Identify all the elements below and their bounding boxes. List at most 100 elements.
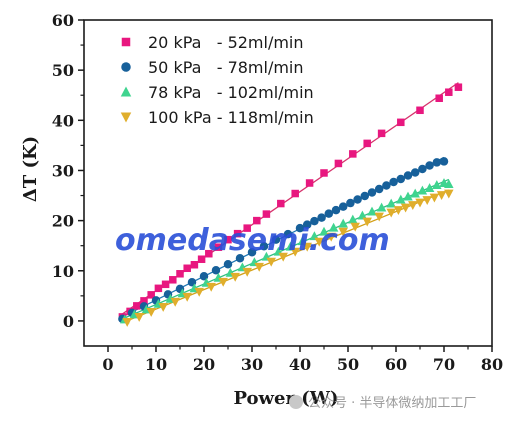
data-point (403, 191, 413, 201)
y-tick-label: 20 (52, 212, 74, 231)
data-point (400, 203, 411, 213)
data-point (386, 208, 396, 218)
data-point (253, 216, 261, 225)
data-point (338, 227, 348, 237)
data-point (182, 292, 192, 302)
legend-label-series-3: 78 kPa - 102ml/min (148, 83, 314, 102)
data-point (403, 171, 413, 180)
data-point (436, 191, 447, 200)
wechat-icon (289, 395, 303, 409)
data-point (314, 237, 324, 247)
x-tick-label: 70 (433, 355, 455, 374)
data-point (416, 106, 424, 115)
data-point (320, 169, 328, 177)
y-tick-label: 0 (63, 312, 74, 331)
data-point (158, 302, 168, 312)
data-point (346, 198, 355, 208)
data-point (205, 249, 213, 258)
data-point (410, 168, 420, 177)
data-point (432, 158, 442, 167)
data-point (454, 83, 463, 91)
plot-frame (83, 19, 493, 347)
data-point (408, 201, 418, 211)
data-point (397, 118, 405, 127)
data-point (223, 259, 233, 269)
data-point (424, 183, 435, 192)
data-point (230, 272, 240, 282)
data-point (439, 157, 449, 166)
data-point (154, 284, 163, 293)
x-tick-label: 40 (289, 355, 311, 374)
data-point (389, 177, 398, 187)
data-point (170, 297, 180, 307)
data-point (418, 164, 427, 174)
data-point (266, 257, 276, 267)
data-point (235, 253, 245, 263)
data-point (262, 210, 271, 218)
data-point (243, 224, 251, 232)
data-point (317, 213, 326, 222)
data-point (382, 181, 391, 190)
data-point (362, 217, 372, 227)
data-point (360, 191, 370, 201)
data-point (334, 159, 343, 168)
legend-label-series-1: 20 kPa - 52ml/min (148, 33, 304, 52)
data-point (133, 302, 141, 310)
y-tick-label: 40 (52, 111, 74, 130)
data-point (211, 266, 221, 275)
data-point (122, 317, 132, 327)
legend: 20 kPa - 52ml/min 50 kPa - 78ml/min 78 kPa… (120, 33, 314, 127)
data-point (338, 218, 348, 228)
data-point (214, 243, 223, 251)
watermark-text: omedasemi.com (115, 223, 390, 258)
data-point (374, 212, 384, 222)
data-point (353, 195, 362, 204)
data-point (429, 193, 440, 203)
data-point (176, 270, 184, 278)
data-point (367, 188, 377, 197)
y-axis-label: ΔT (K) (20, 136, 41, 202)
data-point (357, 210, 368, 220)
data-point (242, 267, 252, 277)
data-point (302, 220, 312, 229)
data-point (328, 222, 339, 232)
data-point (326, 232, 336, 242)
data-point (324, 209, 334, 218)
data-point (206, 282, 216, 292)
data-points (118, 83, 463, 327)
y-tick-label: 30 (52, 161, 74, 180)
data-point (247, 247, 257, 257)
data-point (224, 235, 232, 244)
x-tick-label: 50 (337, 355, 359, 374)
data-point (338, 202, 348, 211)
legend-label-series-4: 100 kPa - 118ml/min (148, 108, 314, 127)
data-point (386, 198, 396, 208)
data-point (291, 189, 299, 198)
data-point (348, 214, 358, 224)
data-point (147, 291, 155, 299)
data-point (331, 205, 341, 215)
data-point (233, 229, 242, 238)
x-axis-label: Power (W) (233, 388, 338, 409)
data-point (259, 241, 269, 251)
x-tick-label: 20 (193, 355, 215, 374)
data-point (190, 261, 199, 269)
data-point (432, 180, 442, 189)
data-point (271, 235, 281, 244)
data-point (310, 216, 319, 226)
credit-badge: 公众号 · 半导体微纳加工工厂 (289, 395, 476, 411)
data-point (422, 196, 432, 205)
data-point (283, 229, 293, 239)
data-point (396, 194, 406, 204)
y-tick-label: 50 (52, 61, 74, 80)
data-point (134, 312, 144, 322)
data-point (218, 277, 228, 287)
x-tick-label: 0 (102, 355, 113, 374)
data-point (444, 189, 454, 199)
data-point (169, 276, 177, 284)
data-point (349, 150, 357, 158)
x-tick-label: 80 (481, 355, 503, 374)
y-tick-label: 10 (52, 262, 74, 281)
credit-text: 公众号 · 半导体微纳加工工厂 (308, 396, 476, 411)
legend-marker-series-4 (120, 112, 132, 123)
